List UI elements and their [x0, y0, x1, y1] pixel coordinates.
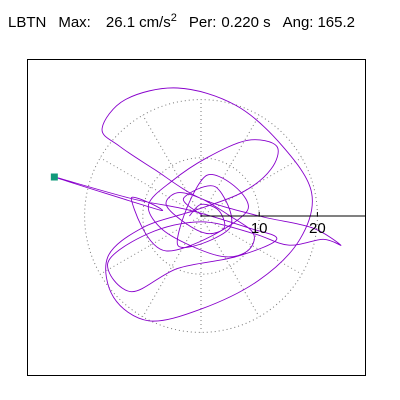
plot-header: LBTN Max: 26.1 cm/s 2 Per: 0.220 s Ang: 1…	[8, 12, 355, 38]
radial-gridline	[200, 215, 303, 275]
peak-marker	[50, 173, 58, 181]
period-label: Per:	[188, 14, 217, 31]
radial-gridline	[142, 215, 202, 318]
period-value: 0.220 s	[221, 14, 271, 31]
max-unit: cm/s	[139, 14, 171, 31]
max-value: 26.1	[105, 14, 136, 31]
max-label: Max:	[58, 14, 91, 31]
x-axis-tick-label-10: 10	[251, 220, 268, 237]
radial-gridline	[99, 215, 202, 275]
particle-motion-plot-frame: 10 20	[27, 59, 366, 376]
motion-trace-line	[53, 87, 342, 322]
particle-motion-plot: 10 20	[50, 87, 365, 333]
station-name: LBTN	[8, 14, 47, 31]
max-unit-exponent: 2	[170, 12, 177, 24]
angle-label: Ang:	[282, 14, 314, 31]
angle-value: 165.2	[317, 14, 355, 31]
radial-gridline	[99, 157, 202, 217]
radial-gridline	[142, 114, 202, 217]
x-axis-tick-label-20: 20	[309, 220, 326, 237]
radial-gridline	[200, 157, 303, 217]
